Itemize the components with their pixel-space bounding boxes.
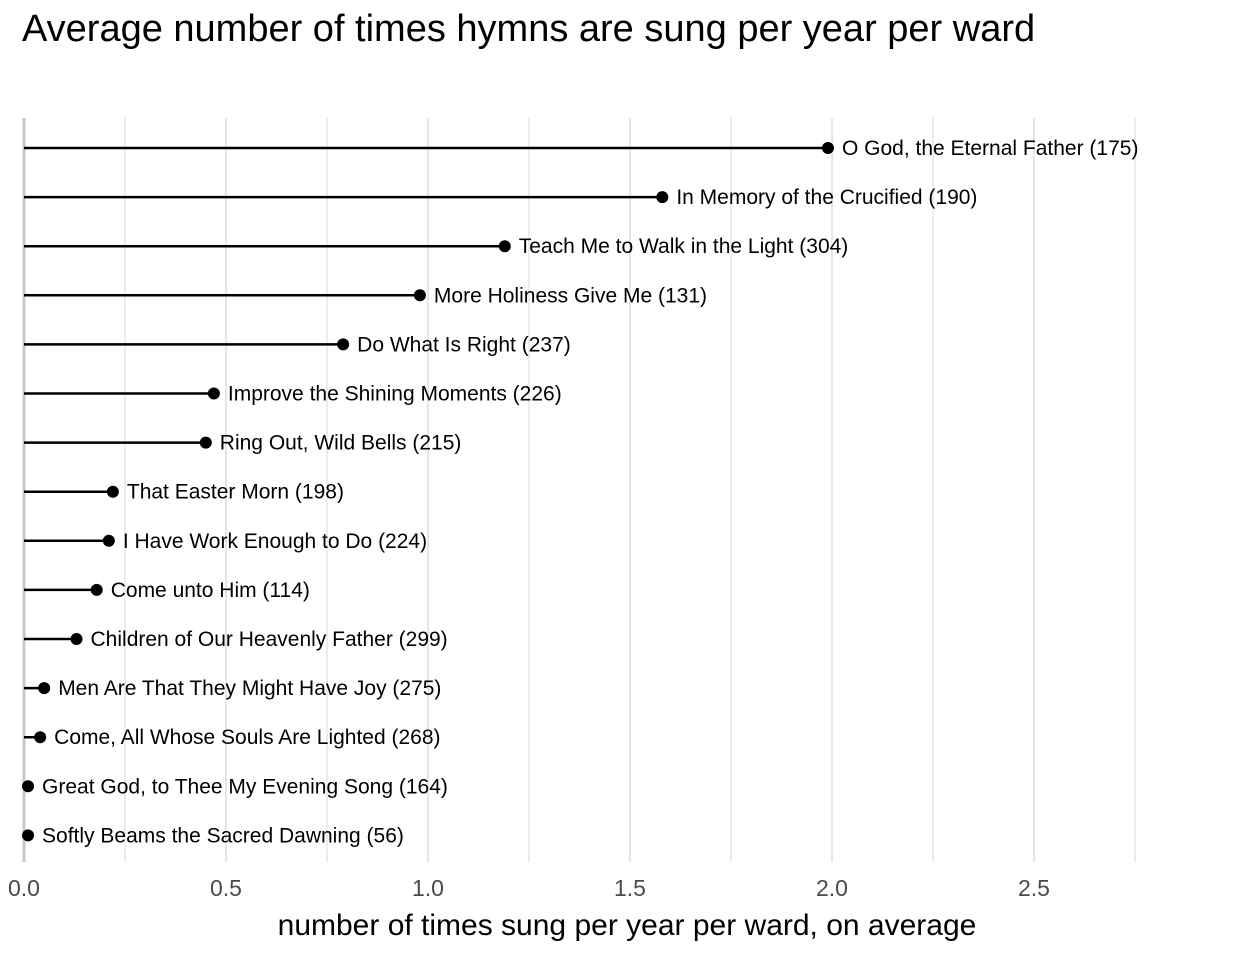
data-point [656,191,669,204]
data-point [70,633,83,645]
data-point [90,583,103,596]
data-point [22,780,35,793]
x-tick-labels: 0.0 0.5 1.0 1.5 2.0 2.5 [8,875,1050,901]
point-label: Men Are That They Might Have Joy (275) [58,677,441,700]
data-point [34,731,47,744]
data-point [207,387,220,400]
point-label: Ring Out, Wild Bells (215) [220,432,462,455]
x-tick-label: 2.0 [816,875,848,901]
x-tick-label: 0.0 [8,875,40,901]
data-point [821,142,834,154]
point-label: Do What Is Right (237) [357,333,571,356]
x-tick-label: 0.5 [210,875,242,901]
point-label: O God, the Eternal Father (175) [842,137,1138,160]
chart-title: Average number of times hymns are sung p… [22,8,1036,50]
data-point [498,240,511,253]
x-axis-title: number of times sung per year per ward, … [278,909,977,942]
point-label: Come, All Whose Souls Are Lighted (268) [54,726,440,749]
x-tick-label: 1.0 [412,875,444,901]
points [22,142,834,842]
data-point [337,338,350,351]
data-point [38,682,51,695]
data-point [102,534,115,547]
point-label: Great God, to Thee My Evening Song (164) [42,775,448,798]
point-labels: O God, the Eternal Father (175) In Memory… [42,137,1138,847]
point-label: Softly Beams the Sacred Dawning (56) [42,824,404,847]
data-point [199,436,212,449]
data-point [22,829,35,842]
point-label: That Easter Morn (198) [127,481,344,504]
point-label: Children of Our Heavenly Father (299) [91,628,448,651]
data-point [106,485,119,498]
stems [24,146,828,837]
point-label: Teach Me to Walk in the Light (304) [519,235,849,258]
point-label: More Holiness Give Me (131) [434,284,707,307]
point-label: Improve the Shining Moments (226) [228,383,562,406]
point-label: Come unto Him (114) [111,579,310,602]
point-label: In Memory of the Crucified (190) [676,186,977,209]
grid-lines [22,118,1136,862]
data-point [413,289,426,302]
point-label: I Have Work Enough to Do (224) [123,530,427,553]
x-tick-label: 1.5 [614,875,646,901]
x-tick-label: 2.5 [1018,875,1050,901]
